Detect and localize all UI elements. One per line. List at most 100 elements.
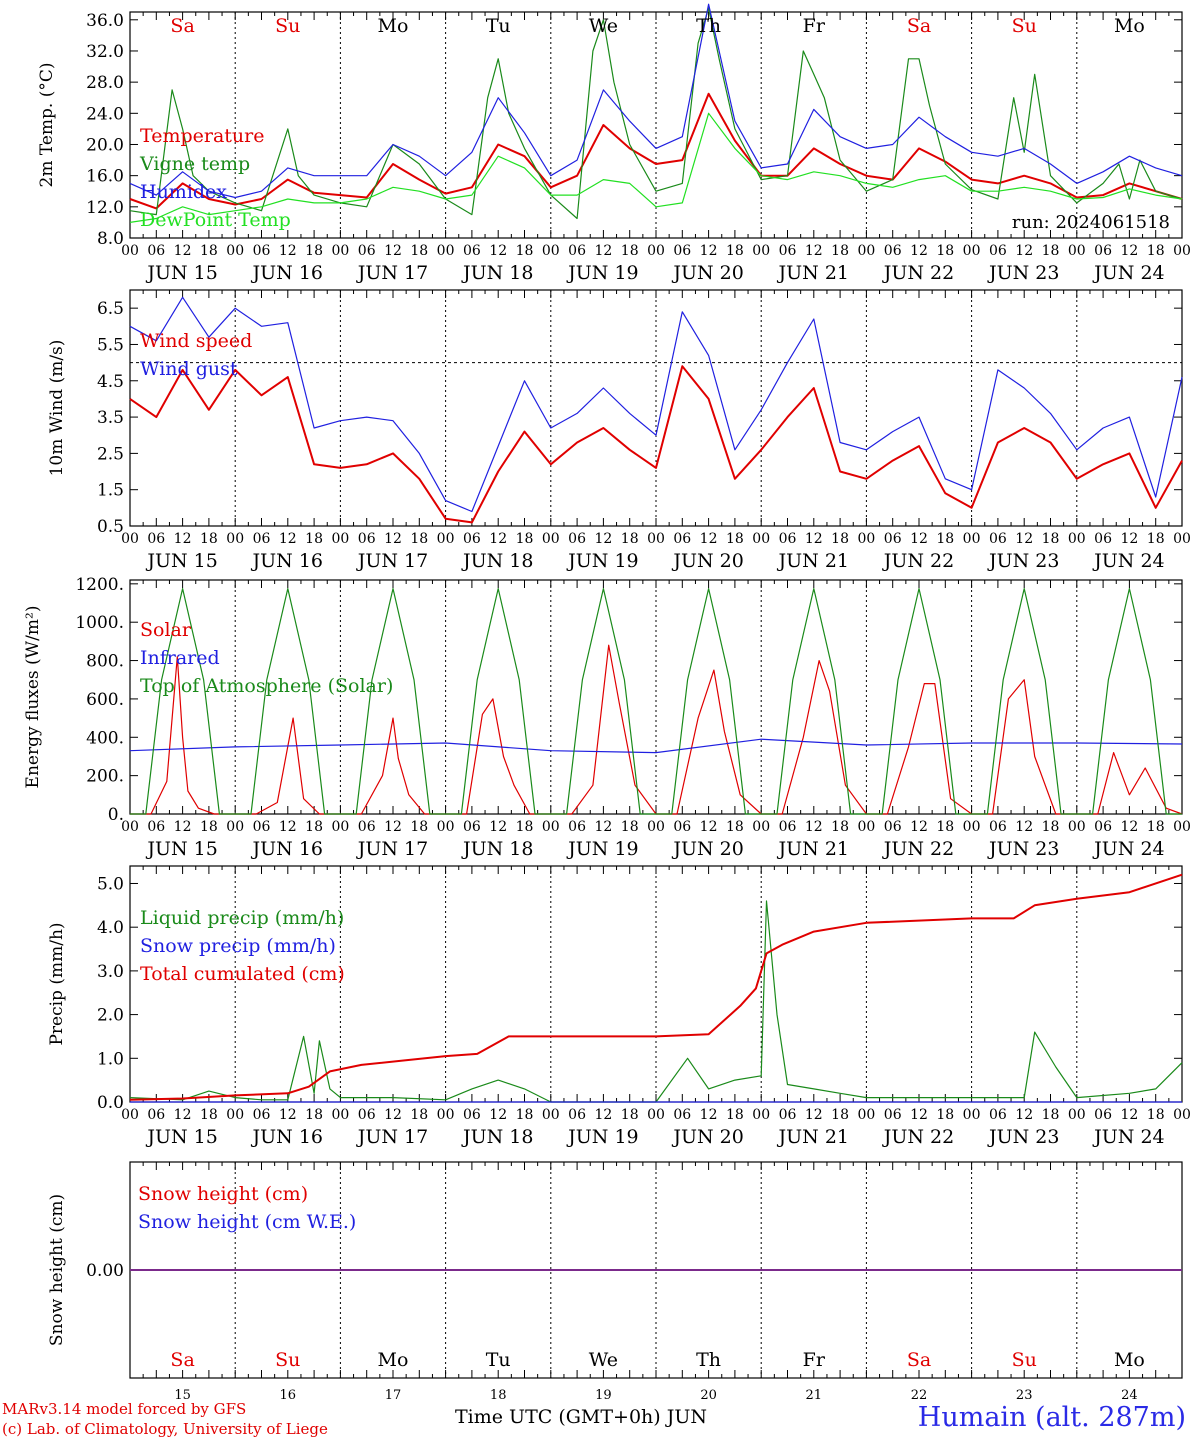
y-tick-label: 5.0 bbox=[97, 874, 124, 894]
hour-label: 06 bbox=[358, 1107, 376, 1123]
legend-entry: Snow height (cm) bbox=[138, 1183, 308, 1205]
hour-label: 12 bbox=[594, 243, 612, 259]
series-line-blue bbox=[129, 3, 1183, 199]
hour-label: 00 bbox=[1068, 243, 1086, 259]
hour-label: 18 bbox=[1042, 1107, 1060, 1123]
hour-label: 00 bbox=[1068, 819, 1086, 835]
hour-label: 18 bbox=[200, 1107, 218, 1123]
weekday-label: Tu bbox=[486, 1349, 511, 1371]
date-label: JUN 16 bbox=[251, 550, 323, 572]
weekday-label: Tu bbox=[486, 15, 511, 37]
legend-entry: Snow height (cm W.E.) bbox=[138, 1211, 356, 1233]
hour-label: 18 bbox=[410, 819, 428, 835]
hour-label: 18 bbox=[621, 1107, 639, 1123]
y-axis-label: 10m Wind (m/s) bbox=[47, 340, 67, 477]
panel-3: 0. 200. 400. 600. 800. 1000. 1200. Energy fluxe… bbox=[23, 575, 1191, 860]
date-label: JUN 24 bbox=[1092, 550, 1164, 572]
hour-label: 06 bbox=[147, 819, 165, 835]
run-label: run: 2024061518 bbox=[1012, 212, 1170, 233]
hour-label: 12 bbox=[384, 531, 402, 547]
hour-label: 00 bbox=[226, 531, 244, 547]
hour-label: 06 bbox=[673, 819, 691, 835]
hour-label: 00 bbox=[331, 243, 349, 259]
hour-label: 12 bbox=[384, 819, 402, 835]
model-credit: MARv3.14 model forced by GFS bbox=[2, 1400, 247, 1418]
hour-label: 00 bbox=[1068, 1107, 1086, 1123]
date-label: JUN 20 bbox=[671, 262, 743, 284]
hour-label: 06 bbox=[253, 243, 271, 259]
hour-label: 12 bbox=[805, 819, 823, 835]
hour-label: 12 bbox=[1015, 531, 1033, 547]
hour-label: 00 bbox=[857, 819, 875, 835]
date-label: JUN 17 bbox=[356, 262, 428, 284]
y-tick-label: 3.5 bbox=[97, 408, 124, 428]
hour-label: 06 bbox=[884, 243, 902, 259]
date-label: JUN 20 bbox=[671, 838, 743, 860]
y-tick-label: 2.0 bbox=[97, 1006, 124, 1026]
hour-label: 12 bbox=[1120, 819, 1138, 835]
hour-label: 06 bbox=[147, 531, 165, 547]
y-tick-label: 400. bbox=[86, 728, 124, 748]
hour-label: 18 bbox=[1042, 531, 1060, 547]
hour-label: 18 bbox=[1147, 531, 1165, 547]
date-label: JUN 19 bbox=[566, 838, 638, 860]
hour-label: 00 bbox=[226, 819, 244, 835]
y-tick-label: 28.0 bbox=[86, 73, 124, 93]
date-label: JUN 21 bbox=[777, 550, 849, 572]
hour-label: 12 bbox=[1120, 531, 1138, 547]
series-line-blue bbox=[129, 738, 1183, 754]
hour-label: 06 bbox=[779, 819, 797, 835]
hour-label: 12 bbox=[1015, 243, 1033, 259]
day-number: 23 bbox=[1016, 1388, 1033, 1403]
hour-label: 18 bbox=[726, 819, 744, 835]
hour-label: 18 bbox=[621, 819, 639, 835]
hour-label: 06 bbox=[989, 243, 1007, 259]
weekday-label: We bbox=[589, 1349, 618, 1371]
legend-entry: Vigne temp bbox=[139, 153, 250, 175]
hour-label: 18 bbox=[726, 1107, 744, 1123]
series-line-green bbox=[130, 587, 1182, 815]
hour-label: 12 bbox=[594, 1107, 612, 1123]
weekday-label: Su bbox=[275, 1349, 300, 1371]
series-line-green bbox=[129, 7, 1183, 220]
day-number: 17 bbox=[385, 1388, 402, 1403]
hour-label: 12 bbox=[910, 819, 928, 835]
legend-entry: DewPoint Temp bbox=[140, 209, 291, 231]
hour-label: 06 bbox=[147, 243, 165, 259]
y-tick-label: 1000. bbox=[75, 613, 124, 633]
date-label: JUN 23 bbox=[987, 1126, 1059, 1148]
hour-label: 12 bbox=[279, 531, 297, 547]
y-tick-label: 0.0 bbox=[97, 1093, 124, 1113]
hour-label: 18 bbox=[936, 819, 954, 835]
hour-label: 00 bbox=[1173, 1107, 1191, 1123]
y-tick-label: 4.5 bbox=[97, 372, 124, 392]
date-label: JUN 15 bbox=[145, 550, 217, 572]
date-label: JUN 23 bbox=[987, 550, 1059, 572]
hour-label: 12 bbox=[910, 243, 928, 259]
date-label: JUN 24 bbox=[1092, 262, 1164, 284]
hour-label: 00 bbox=[752, 531, 770, 547]
hour-label: 00 bbox=[963, 819, 981, 835]
hour-label: 00 bbox=[752, 243, 770, 259]
weekday-label: Sa bbox=[170, 15, 194, 37]
panel-4: 0.0 1.0 2.0 3.0 4.0 5.0 Precip (mm/h) Liquid pr… bbox=[47, 865, 1191, 1148]
weekday-label: Mo bbox=[378, 15, 409, 37]
hour-label: 18 bbox=[410, 1107, 428, 1123]
y-tick-label: 2.5 bbox=[97, 444, 124, 464]
y-axis-label: Precip (mm/h) bbox=[47, 922, 67, 1045]
hour-label: 06 bbox=[989, 531, 1007, 547]
hour-label: 18 bbox=[516, 819, 534, 835]
hour-label: 18 bbox=[305, 531, 323, 547]
date-label: JUN 17 bbox=[356, 550, 428, 572]
date-label: JUN 20 bbox=[671, 1126, 743, 1148]
hour-label: 00 bbox=[647, 243, 665, 259]
hour-label: 18 bbox=[516, 531, 534, 547]
day-number: 24 bbox=[1121, 1388, 1138, 1403]
hour-label: 06 bbox=[884, 1107, 902, 1123]
hour-label: 00 bbox=[331, 819, 349, 835]
hour-label: 12 bbox=[910, 531, 928, 547]
hour-label: 18 bbox=[1147, 819, 1165, 835]
weekday-label: Sa bbox=[170, 1349, 194, 1371]
weekday-label: Fr bbox=[803, 15, 826, 37]
weekday-label: Su bbox=[1012, 15, 1037, 37]
